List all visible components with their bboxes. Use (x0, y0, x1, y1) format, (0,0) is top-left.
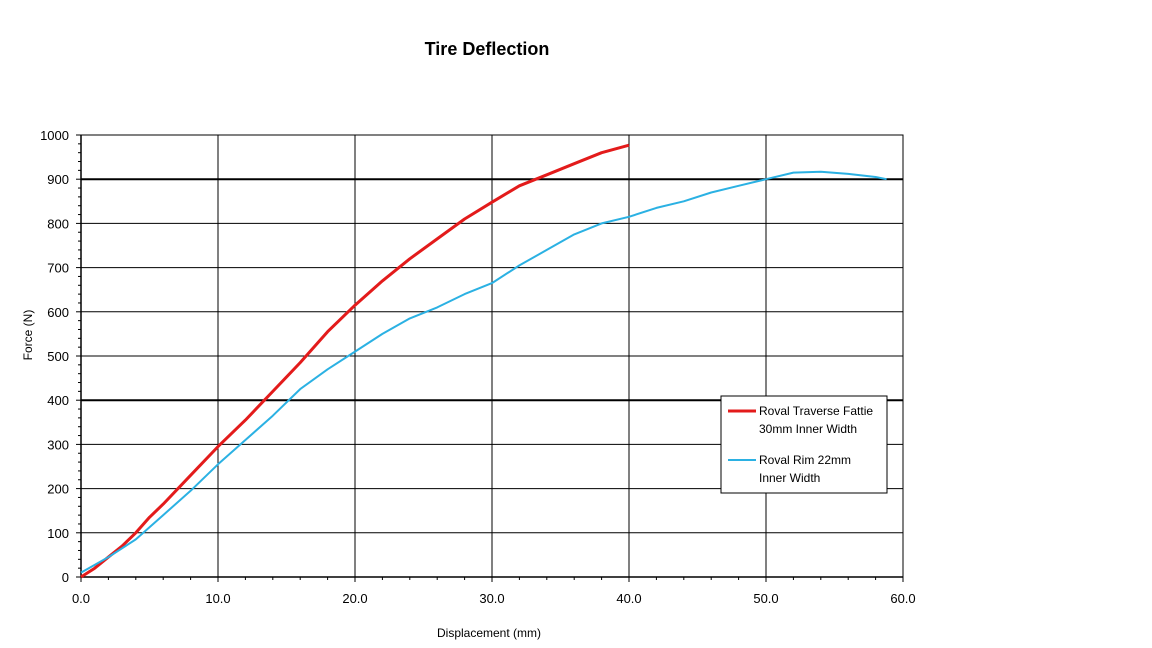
y-tick-label: 900 (47, 172, 69, 187)
y-tick-label: 800 (47, 216, 69, 231)
series-line-0 (80, 143, 630, 579)
x-tick-label: 20.0 (342, 591, 367, 606)
legend-label-roval-rim-22mm-line2: Inner Width (759, 471, 820, 485)
gridlines (81, 134, 904, 577)
series-line-1 (80, 170, 887, 574)
y-axis-label: Force (N) (21, 310, 35, 361)
legend-label-roval-traverse-fattie-line1: Roval Traverse Fattie (759, 404, 873, 418)
y-tick-label: 600 (47, 305, 69, 320)
series-lines (80, 143, 887, 579)
x-tick-label: 50.0 (753, 591, 778, 606)
y-tick-label: 400 (47, 393, 69, 408)
legend-label-roval-traverse-fattie-line2: 30mm Inner Width (759, 422, 857, 436)
legend-label-roval-rim-22mm-line1: Roval Rim 22mm (759, 453, 851, 467)
y-tick-label: 700 (47, 261, 69, 276)
y-tick-label: 500 (47, 349, 69, 364)
y-axis-ticks: 0 100 200 300 400 500 600 700 800 900 1000 (40, 128, 81, 585)
y-tick-label: 100 (47, 526, 69, 541)
x-axis-ticks: 0.0 10.0 20.0 30.0 40.0 50.0 60.0 (72, 577, 916, 606)
x-tick-label: 40.0 (616, 591, 641, 606)
legend: Roval Traverse Fattie 30mm Inner Width R… (720, 395, 888, 494)
x-tick-label: 30.0 (479, 591, 504, 606)
y-tick-label: 0 (62, 570, 69, 585)
y-tick-label: 1000 (40, 128, 69, 143)
x-tick-label: 0.0 (72, 591, 90, 606)
y-tick-label: 300 (47, 437, 69, 452)
x-tick-label: 10.0 (205, 591, 230, 606)
chart-title: Tire Deflection (425, 39, 550, 59)
y-tick-label: 200 (47, 482, 69, 497)
x-tick-label: 60.0 (890, 591, 915, 606)
x-axis-label: Displacement (mm) (437, 626, 541, 640)
